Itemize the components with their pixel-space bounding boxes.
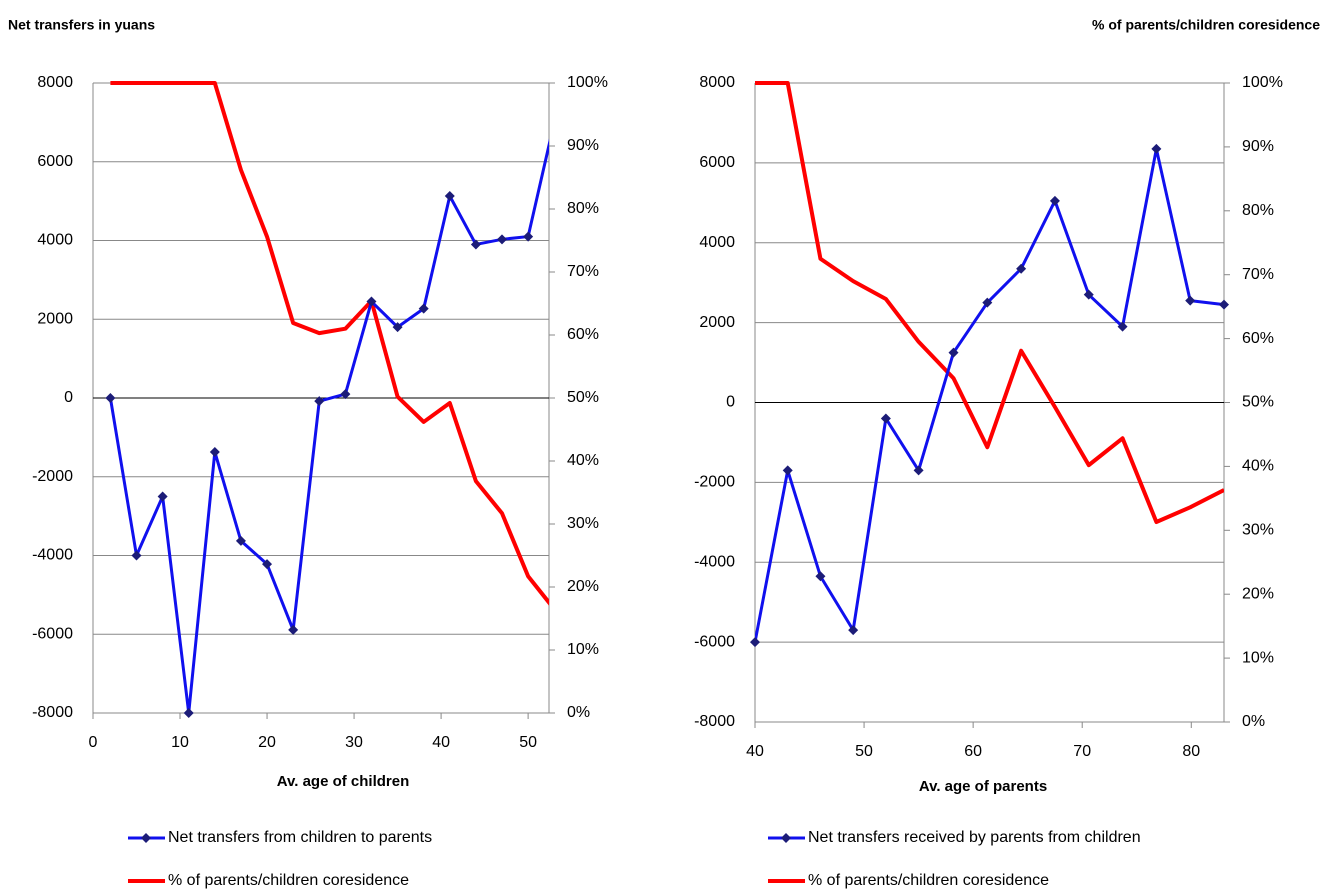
y-tick-label: -4000 (32, 547, 73, 564)
y-tick-label: -6000 (694, 633, 735, 650)
y2-tick-label: 20% (1242, 585, 1274, 602)
legend-label: % of parents/children coresidence (168, 872, 409, 889)
x-axis-title: Av. age of children (277, 773, 410, 790)
y2-axis-title: % of parents/children coresidence (1092, 17, 1320, 33)
y-tick-label: 0 (726, 394, 735, 411)
data-point (880, 413, 891, 424)
x-tick-label: 40 (746, 743, 764, 760)
data-line (110, 81, 549, 606)
data-point (470, 239, 481, 250)
y-tick-label: 6000 (699, 154, 735, 171)
y-tick-label: -8000 (694, 713, 735, 730)
data-point (1185, 295, 1196, 306)
y2-tick-label: 70% (1242, 266, 1274, 283)
x-tick-label: 40 (432, 734, 450, 751)
y-tick-label: -8000 (32, 704, 73, 721)
y-tick-label: 6000 (37, 153, 73, 170)
data-line (755, 147, 1224, 643)
data-point (982, 297, 993, 308)
y2-tick-label: 30% (1242, 522, 1274, 539)
data-point (392, 322, 403, 333)
data-line (108, 138, 549, 715)
y2-tick-label: 80% (1242, 202, 1274, 219)
data-point (523, 231, 534, 242)
y2-tick-label: 90% (1242, 138, 1274, 155)
y-tick-label: 4000 (699, 234, 735, 251)
data-point (1049, 195, 1060, 206)
data-point (1083, 289, 1094, 300)
data-point (157, 491, 168, 502)
y2-tick-label: 0% (567, 704, 590, 721)
y2-tick-label: 0% (1242, 713, 1265, 730)
data-point (183, 708, 194, 718)
x-tick-label: 70 (1073, 743, 1091, 760)
y2-tick-label: 60% (567, 326, 599, 343)
y2-tick-label: 70% (567, 263, 599, 280)
data-line (755, 81, 1224, 524)
y2-tick-label: 10% (567, 641, 599, 658)
y-tick-label: 2000 (699, 314, 735, 331)
legend-label: % of parents/children coresidence (808, 872, 1049, 889)
y-axis-title: Net transfers in yuans (8, 17, 155, 33)
data-point (209, 446, 220, 457)
data-point (105, 393, 116, 403)
data-point (366, 296, 377, 307)
data-point (782, 465, 793, 476)
y-tick-label: 2000 (37, 310, 73, 327)
y-tick-label: -6000 (32, 625, 73, 642)
data-point (314, 396, 325, 407)
y2-tick-label: 50% (1242, 394, 1274, 411)
y-tick-label: 0 (64, 389, 73, 406)
y2-tick-label: 80% (567, 200, 599, 217)
y2-tick-label: 90% (567, 137, 599, 154)
data-point (288, 624, 299, 635)
data-point (948, 347, 959, 358)
x-tick-label: 30 (345, 734, 363, 751)
data-point (235, 535, 246, 546)
legend-label: Net transfers received by parents from c… (808, 829, 1141, 846)
y-tick-label: -2000 (694, 474, 735, 491)
y2-tick-label: 40% (567, 452, 599, 469)
y2-tick-label: 100% (567, 74, 608, 91)
data-point (1117, 321, 1128, 332)
data-point (340, 389, 351, 400)
legend-marker (781, 833, 791, 843)
data-point (1151, 143, 1162, 154)
y2-tick-label: 30% (567, 515, 599, 532)
data-point (262, 559, 273, 570)
x-tick-label: 60 (964, 743, 982, 760)
x-tick-label: 10 (171, 734, 189, 751)
legend-marker (141, 833, 151, 843)
x-tick-label: 0 (89, 734, 98, 751)
data-point (418, 303, 429, 314)
y-tick-label: 8000 (699, 74, 735, 91)
y2-tick-label: 20% (567, 578, 599, 595)
x-tick-label: 20 (258, 734, 276, 751)
data-point (444, 191, 455, 202)
data-point (1016, 263, 1027, 274)
data-point (913, 465, 924, 476)
y-tick-label: -4000 (694, 553, 735, 570)
data-point (131, 550, 142, 561)
data-point (815, 571, 826, 582)
legend-label: Net transfers from children to parents (168, 829, 432, 846)
y-tick-label: 8000 (37, 74, 73, 91)
x-tick-label: 50 (855, 743, 873, 760)
y2-tick-label: 100% (1242, 74, 1283, 91)
y2-tick-label: 40% (1242, 458, 1274, 475)
y2-tick-label: 10% (1242, 649, 1274, 666)
y2-tick-label: 50% (567, 389, 599, 406)
data-point (750, 637, 760, 648)
x-tick-label: 50 (519, 734, 537, 751)
data-point (1219, 299, 1229, 310)
x-axis-title: Av. age of parents (919, 778, 1047, 795)
data-point (497, 234, 508, 245)
y-tick-label: 4000 (37, 232, 73, 249)
y2-tick-label: 60% (1242, 330, 1274, 347)
y-tick-label: -2000 (32, 468, 73, 485)
data-point (848, 625, 859, 636)
x-tick-label: 80 (1182, 743, 1200, 760)
